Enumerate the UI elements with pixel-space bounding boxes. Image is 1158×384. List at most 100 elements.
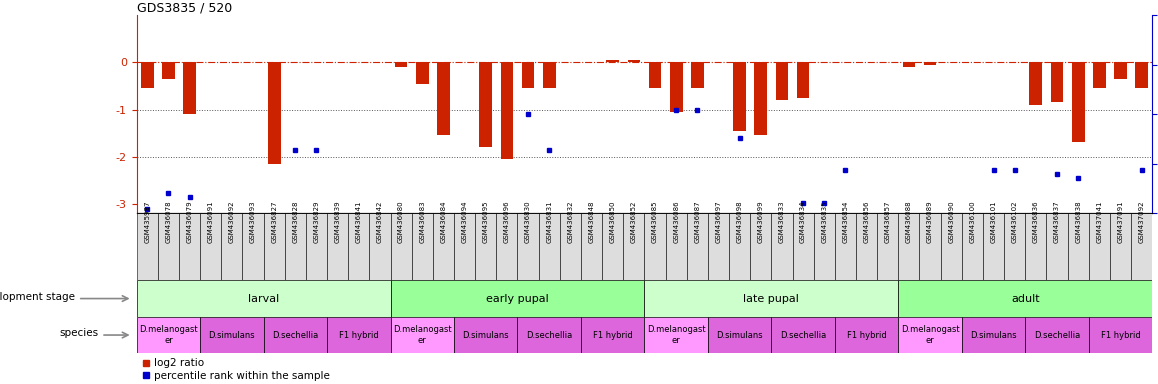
Text: GSM435987: GSM435987 bbox=[145, 201, 151, 243]
Bar bbox=[369, 213, 390, 280]
Text: GSM436830: GSM436830 bbox=[525, 201, 532, 243]
Bar bbox=[264, 317, 327, 353]
Text: GSM436827: GSM436827 bbox=[271, 201, 277, 243]
Bar bbox=[750, 213, 771, 280]
Bar bbox=[1089, 317, 1152, 353]
Text: GDS3835 / 520: GDS3835 / 520 bbox=[137, 1, 232, 14]
Bar bbox=[797, 63, 809, 98]
Text: GSM436085: GSM436085 bbox=[652, 201, 658, 243]
Text: GSM436856: GSM436856 bbox=[864, 201, 870, 243]
Bar bbox=[877, 213, 899, 280]
Bar bbox=[137, 213, 157, 280]
Text: F1 hybrid: F1 hybrid bbox=[593, 331, 632, 339]
Text: species: species bbox=[59, 328, 98, 338]
Bar bbox=[1089, 213, 1109, 280]
Text: GSM436839: GSM436839 bbox=[335, 201, 340, 243]
Text: D.sechellia: D.sechellia bbox=[780, 331, 827, 339]
Text: GSM436097: GSM436097 bbox=[716, 201, 721, 243]
Bar bbox=[708, 317, 771, 353]
Text: D.simulans: D.simulans bbox=[462, 331, 510, 339]
Bar bbox=[691, 63, 704, 88]
Bar bbox=[899, 280, 1152, 317]
Bar bbox=[835, 213, 856, 280]
Text: D.sechellia: D.sechellia bbox=[1034, 331, 1080, 339]
Text: GSM436094: GSM436094 bbox=[462, 201, 468, 243]
Text: GSM436080: GSM436080 bbox=[398, 201, 404, 243]
Bar bbox=[433, 213, 454, 280]
Bar bbox=[200, 213, 221, 280]
Bar bbox=[1047, 213, 1068, 280]
Text: GSM436083: GSM436083 bbox=[419, 201, 425, 243]
Text: GSM436828: GSM436828 bbox=[292, 201, 299, 243]
Bar bbox=[538, 213, 559, 280]
Text: GSM436086: GSM436086 bbox=[673, 201, 679, 243]
Text: GSM436084: GSM436084 bbox=[440, 201, 447, 243]
Bar bbox=[518, 213, 538, 280]
Text: GSM436091: GSM436091 bbox=[207, 201, 214, 243]
Bar bbox=[1004, 213, 1025, 280]
Bar bbox=[479, 63, 492, 147]
Text: D.simulans: D.simulans bbox=[970, 331, 1017, 339]
Bar bbox=[327, 317, 390, 353]
Text: GSM436848: GSM436848 bbox=[588, 201, 594, 243]
Bar bbox=[644, 213, 666, 280]
Bar bbox=[581, 213, 602, 280]
Bar bbox=[1131, 213, 1152, 280]
Bar bbox=[518, 317, 581, 353]
Text: D.melanogast
er: D.melanogast er bbox=[901, 325, 959, 345]
Bar bbox=[1114, 63, 1127, 79]
Bar bbox=[1025, 317, 1089, 353]
Bar bbox=[1109, 213, 1131, 280]
Bar bbox=[395, 63, 408, 67]
Text: D.sechellia: D.sechellia bbox=[526, 331, 572, 339]
Text: GSM436099: GSM436099 bbox=[757, 201, 764, 243]
Bar bbox=[792, 213, 814, 280]
Bar bbox=[1072, 63, 1085, 142]
Text: F1 hybrid: F1 hybrid bbox=[1100, 331, 1141, 339]
Text: D.melanogast
er: D.melanogast er bbox=[139, 325, 198, 345]
Bar bbox=[1029, 63, 1042, 105]
Bar bbox=[856, 213, 877, 280]
Text: GSM436095: GSM436095 bbox=[483, 201, 489, 243]
Text: GSM437041: GSM437041 bbox=[1097, 201, 1102, 243]
Bar bbox=[581, 317, 644, 353]
Text: F1 hybrid: F1 hybrid bbox=[846, 331, 887, 339]
Text: GSM436841: GSM436841 bbox=[356, 201, 361, 243]
Bar bbox=[940, 213, 962, 280]
Bar bbox=[141, 63, 154, 88]
Bar bbox=[162, 63, 175, 79]
Text: development stage: development stage bbox=[0, 292, 75, 302]
Text: D.simulans: D.simulans bbox=[208, 331, 255, 339]
Bar bbox=[349, 213, 369, 280]
Text: GSM436857: GSM436857 bbox=[885, 201, 891, 243]
Text: adult: adult bbox=[1011, 293, 1040, 304]
Bar bbox=[137, 317, 200, 353]
Bar bbox=[437, 63, 449, 136]
Bar bbox=[267, 63, 280, 164]
Bar bbox=[500, 63, 513, 159]
Bar bbox=[902, 63, 915, 67]
Bar bbox=[899, 213, 919, 280]
Text: GSM436098: GSM436098 bbox=[736, 201, 742, 243]
Bar bbox=[835, 317, 899, 353]
Bar bbox=[602, 213, 623, 280]
Bar bbox=[607, 60, 620, 63]
Legend: log2 ratio, percentile rank within the sample: log2 ratio, percentile rank within the s… bbox=[141, 359, 330, 381]
Text: GSM436101: GSM436101 bbox=[990, 201, 997, 243]
Bar bbox=[1025, 213, 1047, 280]
Bar bbox=[306, 213, 327, 280]
Text: GSM437092: GSM437092 bbox=[1138, 201, 1144, 243]
Text: GSM436087: GSM436087 bbox=[695, 201, 701, 243]
Text: GSM436100: GSM436100 bbox=[969, 201, 975, 243]
Bar bbox=[776, 63, 789, 100]
Text: GSM436833: GSM436833 bbox=[779, 201, 785, 243]
Text: GSM436850: GSM436850 bbox=[610, 201, 616, 243]
Bar bbox=[416, 63, 428, 84]
Bar bbox=[708, 213, 730, 280]
Bar bbox=[755, 63, 767, 136]
Text: GSM436831: GSM436831 bbox=[547, 201, 552, 243]
Bar bbox=[454, 317, 518, 353]
Bar bbox=[666, 213, 687, 280]
Bar bbox=[522, 63, 534, 88]
Text: GSM436838: GSM436838 bbox=[1075, 201, 1082, 243]
